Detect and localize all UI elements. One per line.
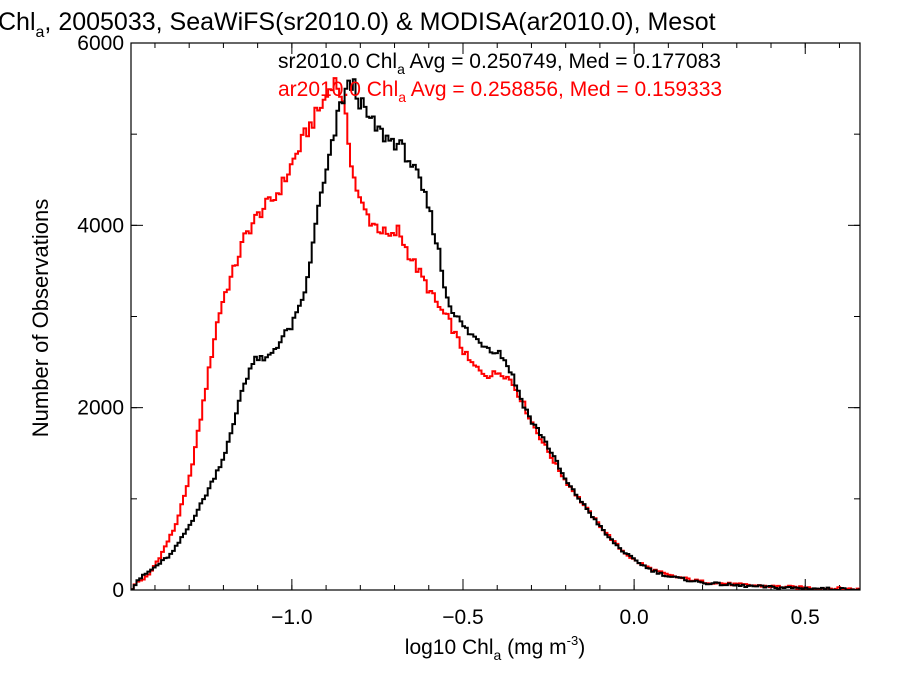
y-tick-label: 0 bbox=[112, 579, 124, 602]
x-tick-label: 0.0 bbox=[620, 606, 649, 629]
legend-annotation-sr2010: sr2010.0 Chla Avg = 0.250749, Med = 0.17… bbox=[278, 50, 721, 77]
x-tick-label: −0.5 bbox=[442, 606, 483, 629]
y-tick-label: 6000 bbox=[77, 32, 124, 55]
series-line-ar2010.0 bbox=[131, 77, 860, 590]
plot-frame bbox=[130, 42, 861, 591]
x-axis-label: log10 Chla (mg m-3) bbox=[405, 633, 585, 663]
series-line-sr2010.0 bbox=[131, 78, 860, 590]
chart-title: Chla, 2005033, SeaWiFS(sr2010.0) & MODIS… bbox=[0, 8, 716, 41]
plot-area: −1.0 −0.5 0.0 0.5 0 2000 4000 6000 bbox=[77, 32, 861, 629]
legend-annotation-ar2010: ar2010.0 Chla Avg = 0.258856, Med = 0.15… bbox=[278, 78, 722, 105]
y-tick-label: 4000 bbox=[77, 214, 124, 237]
y-tick-label: 2000 bbox=[77, 397, 124, 420]
x-tick-label: 0.5 bbox=[791, 606, 820, 629]
y-axis-label: Number of Observations bbox=[28, 199, 53, 437]
x-tick-label: −1.0 bbox=[271, 606, 312, 629]
